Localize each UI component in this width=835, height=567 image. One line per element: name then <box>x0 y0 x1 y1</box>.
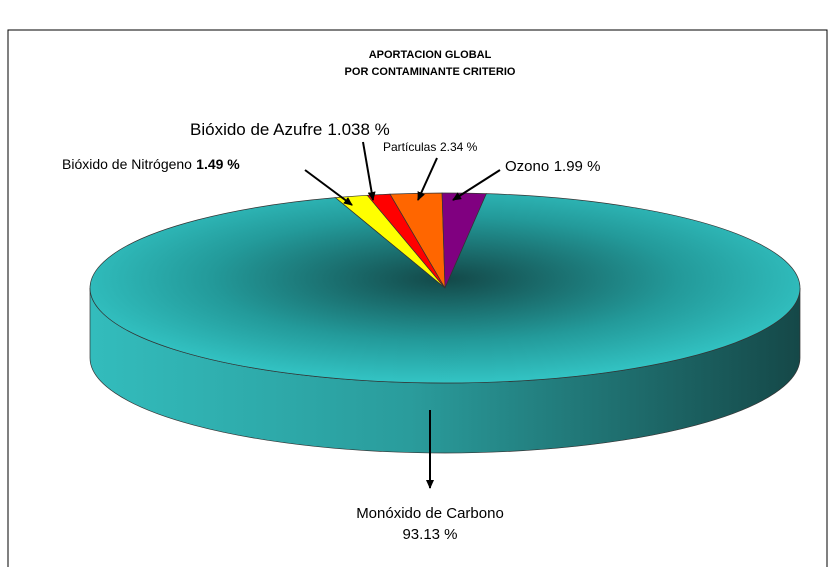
slice-label: Monóxido de Carbono <box>356 505 504 522</box>
slice-name: Bióxido de Azufre <box>190 120 322 139</box>
label-arrow <box>304 169 353 206</box>
slice-label: Bióxido de Nitrógeno 1.49 % <box>62 156 240 172</box>
label-arrow <box>452 169 501 201</box>
chart-title: APORTACION GLOBAL <box>369 49 492 61</box>
pie-slice <box>89 193 801 384</box>
pie <box>89 192 801 454</box>
slice-value-label: 1.038 % <box>327 120 389 139</box>
slice-name: Bióxido de Nitrógeno <box>62 156 192 172</box>
slice-value-label: 2.34 % <box>440 140 478 154</box>
slice-value-label: 1.99 % <box>554 158 601 175</box>
slice-label: Bióxido de Azufre 1.038 % <box>190 120 390 139</box>
chart-subtitle: POR CONTAMINANTE CRITERIO <box>345 66 516 78</box>
label-arrow <box>417 157 438 201</box>
slice-name: Ozono <box>505 158 549 175</box>
slice-label: Ozono 1.99 % <box>505 158 600 175</box>
slice-label: Partículas 2.34 % <box>383 140 478 154</box>
label-arrow <box>362 141 376 201</box>
slice-name: Partículas <box>383 140 436 154</box>
slice-value-label: 1.49 % <box>196 156 240 172</box>
slice-value-label: 93.13 % <box>402 526 457 543</box>
